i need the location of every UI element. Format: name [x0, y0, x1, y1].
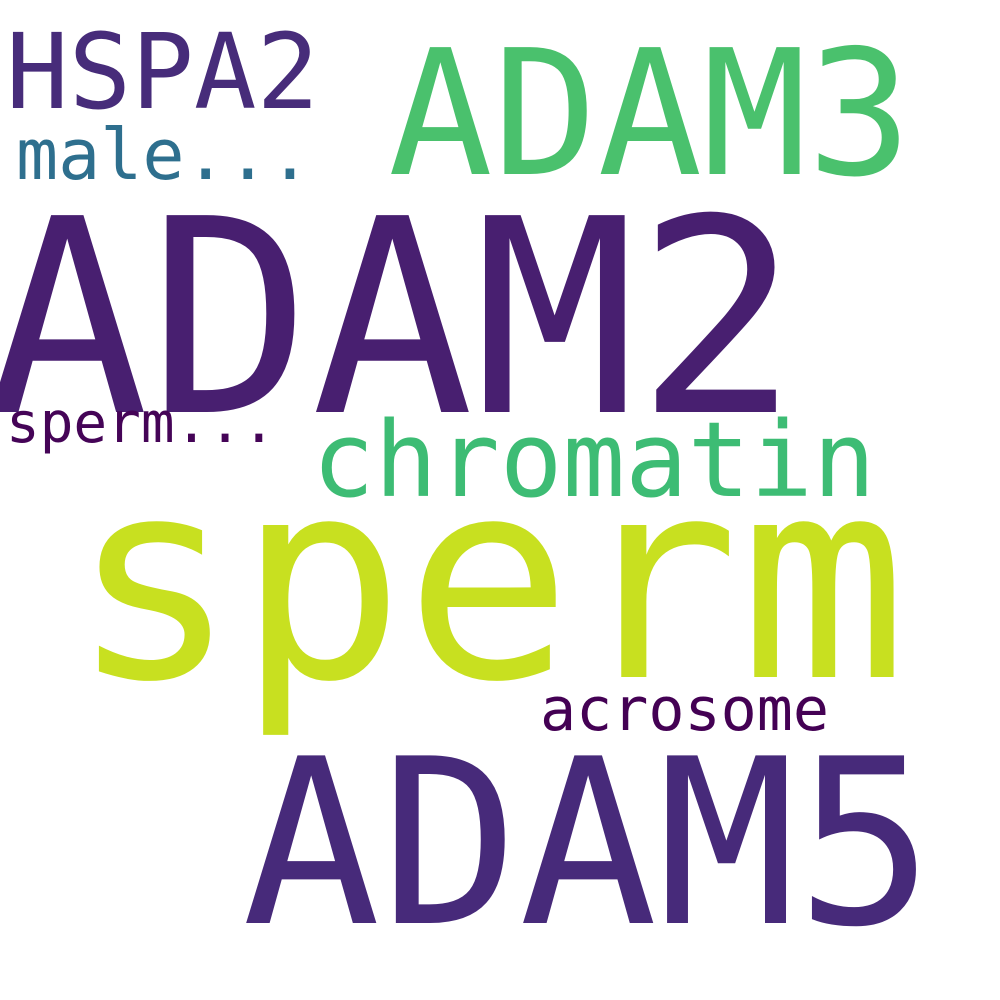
word-adam5: ADAM5: [242, 711, 935, 978]
word-adam3: ADAM3: [388, 13, 912, 216]
word-sperm: sperm: [70, 419, 907, 743]
word-adam2: ADAM2: [0, 161, 799, 476]
word-sperm-ellipsis: sperm...: [6, 391, 276, 456]
word-acrosome: acrosome: [540, 675, 829, 745]
word-hspa2: HSPA2: [6, 11, 320, 133]
word-male: male...: [16, 114, 312, 196]
word-chromatin: chromatin: [312, 399, 876, 521]
